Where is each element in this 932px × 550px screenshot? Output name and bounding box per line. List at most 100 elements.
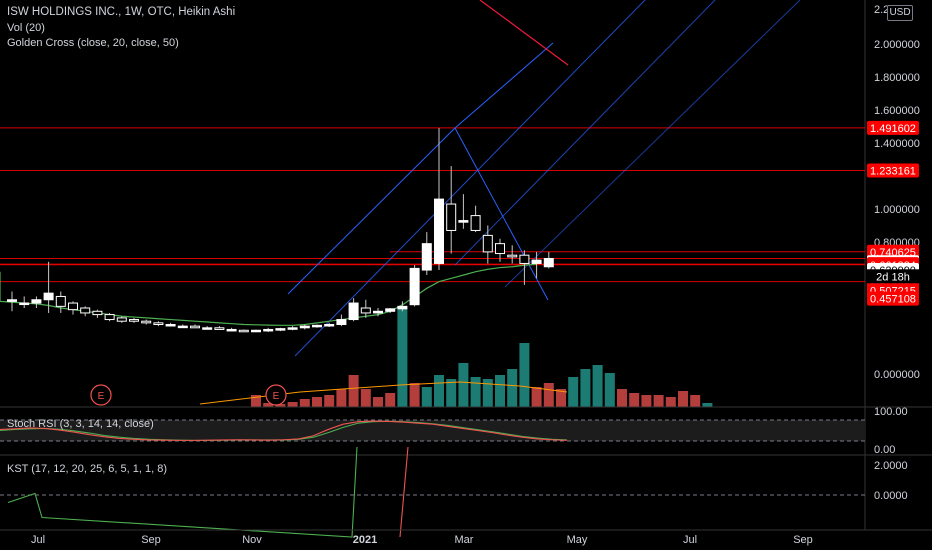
volume-bar-17 <box>458 363 469 407</box>
x-tick-0: Jul <box>31 534 45 546</box>
candle-body-33 <box>409 267 420 306</box>
volume-bar-10 <box>373 397 383 407</box>
volume-bar-22 <box>519 343 530 407</box>
trend-line-2 <box>454 42 554 129</box>
volume-bar-18 <box>470 377 481 407</box>
y-tick-2: 1.600000 <box>874 105 920 117</box>
volume-bar-5 <box>312 397 322 407</box>
kst-axis-2: 2.0000 <box>874 460 908 472</box>
candle-body-0 <box>7 299 17 302</box>
kst-axis-0: 0.0000 <box>874 490 908 502</box>
countdown-label: 2d 18h <box>876 271 910 283</box>
volume-bar-33 <box>653 395 664 407</box>
candle-body-8 <box>104 314 115 321</box>
volume-bar-28 <box>592 365 603 407</box>
stoch-axis-100: 100.00 <box>874 406 908 418</box>
trend-line-3 <box>454 127 549 301</box>
volume-layer <box>199 309 713 407</box>
candle-body-35 <box>434 198 444 264</box>
price-label-bg-9 <box>867 291 919 306</box>
candle-body-6 <box>80 307 91 314</box>
price-label-0: 1.491602 <box>870 123 916 135</box>
volume-bar-35 <box>678 391 688 407</box>
volume-bar-16 <box>446 379 457 407</box>
volume-bar-3 <box>287 402 298 407</box>
candle-body-4 <box>55 295 66 307</box>
stoch-rsi-legend[interactable]: Stoch RSI (3, 3, 14, 14, close) <box>7 418 154 430</box>
candle-body-28 <box>348 302 359 321</box>
channel-line-1 <box>294 0 646 357</box>
golden-cross-legend[interactable]: Golden Cross (close, 20, close, 50) <box>7 37 179 49</box>
volume-legend[interactable]: Vol (20) <box>7 22 45 34</box>
price-label-9: 0.457108 <box>870 294 916 306</box>
candle-body-34 <box>421 243 432 271</box>
candle-body-5 <box>68 302 78 311</box>
volume-bar-34 <box>665 397 676 407</box>
stoch-k-line <box>0 420 568 441</box>
candles-layer <box>7 128 554 333</box>
candle-body-32 <box>397 305 408 310</box>
candle-body-37 <box>458 220 469 223</box>
candle-body-38 <box>470 215 481 231</box>
candle-body-42 <box>519 254 530 264</box>
x-tick-6: Jul <box>683 534 697 546</box>
volume-bar-12 <box>397 309 408 407</box>
volume-bar-2 <box>275 404 286 407</box>
candle-body-14 <box>177 325 188 329</box>
candle-body-18 <box>226 328 237 332</box>
candle-body-40 <box>495 243 505 255</box>
y-tick-4: 1.000000 <box>874 204 920 216</box>
price-label-bg-0 <box>867 120 919 135</box>
volume-bar-31 <box>629 393 640 407</box>
trend-line-1 <box>287 127 456 295</box>
currency-badge[interactable]: USD <box>887 5 913 21</box>
drawings-layer <box>287 0 801 357</box>
volume-bar-14 <box>421 387 432 407</box>
y-tick-3: 1.400000 <box>874 138 920 150</box>
downtrend-line <box>479 0 569 66</box>
price-label-bg-1 <box>867 163 919 178</box>
x-tick-2: Nov <box>242 534 262 546</box>
top-tick-partial: 2.2 <box>874 4 889 16</box>
candle-body-7 <box>92 310 103 316</box>
volume-bar-6 <box>324 395 335 407</box>
volume-bar-7 <box>336 389 347 407</box>
candle-body-22 <box>275 328 286 331</box>
volume-bar-37 <box>702 403 713 407</box>
candle-body-16 <box>202 327 213 330</box>
kst-legend[interactable]: KST (17, 12, 20, 25, 6, 5, 1, 1, 8) <box>7 463 168 475</box>
volume-bar-13 <box>409 383 420 407</box>
channel-line-3 <box>504 0 801 288</box>
candle-body-36 <box>446 203 457 231</box>
time-axis[interactable]: Jul Sep Nov 2021 Mar May Jul Sep <box>31 534 813 546</box>
price-labels: 1.4916021.2331610.7406250.6770730.665930… <box>867 120 919 306</box>
volume-bar-26 <box>568 377 579 407</box>
volume-bar-19 <box>482 379 493 407</box>
earnings-markers: E E <box>90 384 287 406</box>
y-tick-6: 0.000000 <box>874 369 920 381</box>
x-tick-1: Sep <box>141 534 161 546</box>
volume-bar-36 <box>690 395 701 407</box>
x-tick-4: Mar <box>455 534 474 546</box>
candle-body-17 <box>214 327 225 330</box>
candle-body-41 <box>507 254 518 258</box>
earnings-marker-2[interactable] <box>265 384 287 406</box>
symbol-legend[interactable]: ISW HOLDINGS INC., 1W, OTC, Heikin Ashi <box>7 6 236 18</box>
volume-bar-25 <box>556 389 566 407</box>
candle-body-43 <box>531 259 542 264</box>
stoch-axis-0: 0.00 <box>874 444 895 456</box>
candle-body-30 <box>373 310 383 314</box>
candle-body-3 <box>43 292 54 301</box>
volume-bar-27 <box>580 369 591 407</box>
earnings-marker-1[interactable] <box>90 384 112 406</box>
volume-bar-23 <box>531 387 542 407</box>
candle-body-19 <box>238 329 249 333</box>
candle-body-31 <box>385 308 396 312</box>
earnings-marker-1-label: E <box>98 391 105 402</box>
candle-body-20 <box>251 329 261 333</box>
volume-bar-30 <box>617 389 627 407</box>
candle-body-23 <box>287 327 298 330</box>
volume-bar-20 <box>495 375 505 407</box>
volume-bar-15 <box>434 375 444 407</box>
